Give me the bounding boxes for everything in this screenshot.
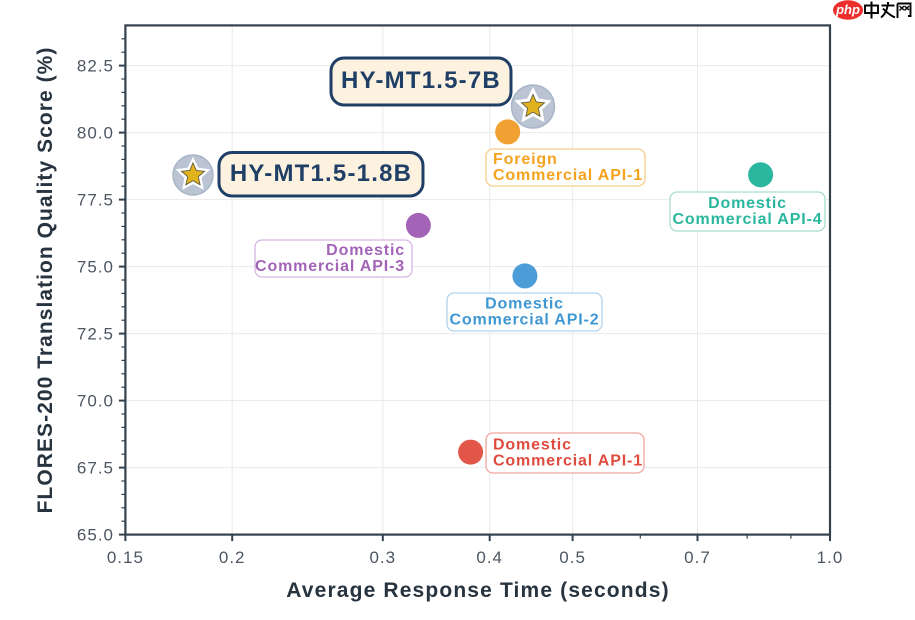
svg-text:70.0: 70.0 bbox=[77, 392, 114, 411]
svg-text:Commercial API-3: Commercial API-3 bbox=[255, 258, 405, 275]
svg-text:0.2: 0.2 bbox=[219, 548, 246, 567]
svg-text:Domestic: Domestic bbox=[485, 296, 564, 313]
svg-text:80.0: 80.0 bbox=[77, 124, 114, 143]
svg-text:Commercial API-2: Commercial API-2 bbox=[450, 312, 600, 329]
svg-text:Average Response Time (seconds: Average Response Time (seconds) bbox=[286, 579, 669, 602]
svg-text:77.5: 77.5 bbox=[77, 191, 114, 210]
svg-text:0.3: 0.3 bbox=[369, 548, 396, 567]
svg-text:75.0: 75.0 bbox=[77, 258, 114, 277]
svg-text:Domestic: Domestic bbox=[708, 195, 787, 212]
svg-text:Commercial API-1: Commercial API-1 bbox=[493, 453, 643, 470]
svg-text:Domestic: Domestic bbox=[326, 242, 405, 259]
svg-text:php: php bbox=[835, 2, 860, 17]
svg-text:Commercial API-1: Commercial API-1 bbox=[493, 167, 643, 184]
svg-text:Domestic: Domestic bbox=[493, 437, 572, 454]
svg-text:HY-MT1.5-7B: HY-MT1.5-7B bbox=[341, 67, 501, 94]
svg-text:0.7: 0.7 bbox=[684, 548, 711, 567]
svg-text:0.15: 0.15 bbox=[107, 548, 144, 567]
svg-text:1.0: 1.0 bbox=[817, 548, 844, 567]
svg-text:0.4: 0.4 bbox=[476, 548, 503, 567]
svg-text:0.5: 0.5 bbox=[559, 548, 586, 567]
svg-text:72.5: 72.5 bbox=[77, 325, 114, 344]
svg-text:82.5: 82.5 bbox=[77, 57, 114, 76]
svg-text:67.5: 67.5 bbox=[77, 459, 114, 478]
svg-text:HY-MT1.5-1.8B: HY-MT1.5-1.8B bbox=[230, 160, 412, 187]
svg-text:FLORES-200 Translation Quality: FLORES-200 Translation Quality Score (%) bbox=[34, 47, 57, 514]
svg-text:Commercial API-4: Commercial API-4 bbox=[673, 211, 823, 228]
svg-text:65.0: 65.0 bbox=[77, 526, 114, 545]
svg-text:Foreign: Foreign bbox=[493, 151, 558, 168]
